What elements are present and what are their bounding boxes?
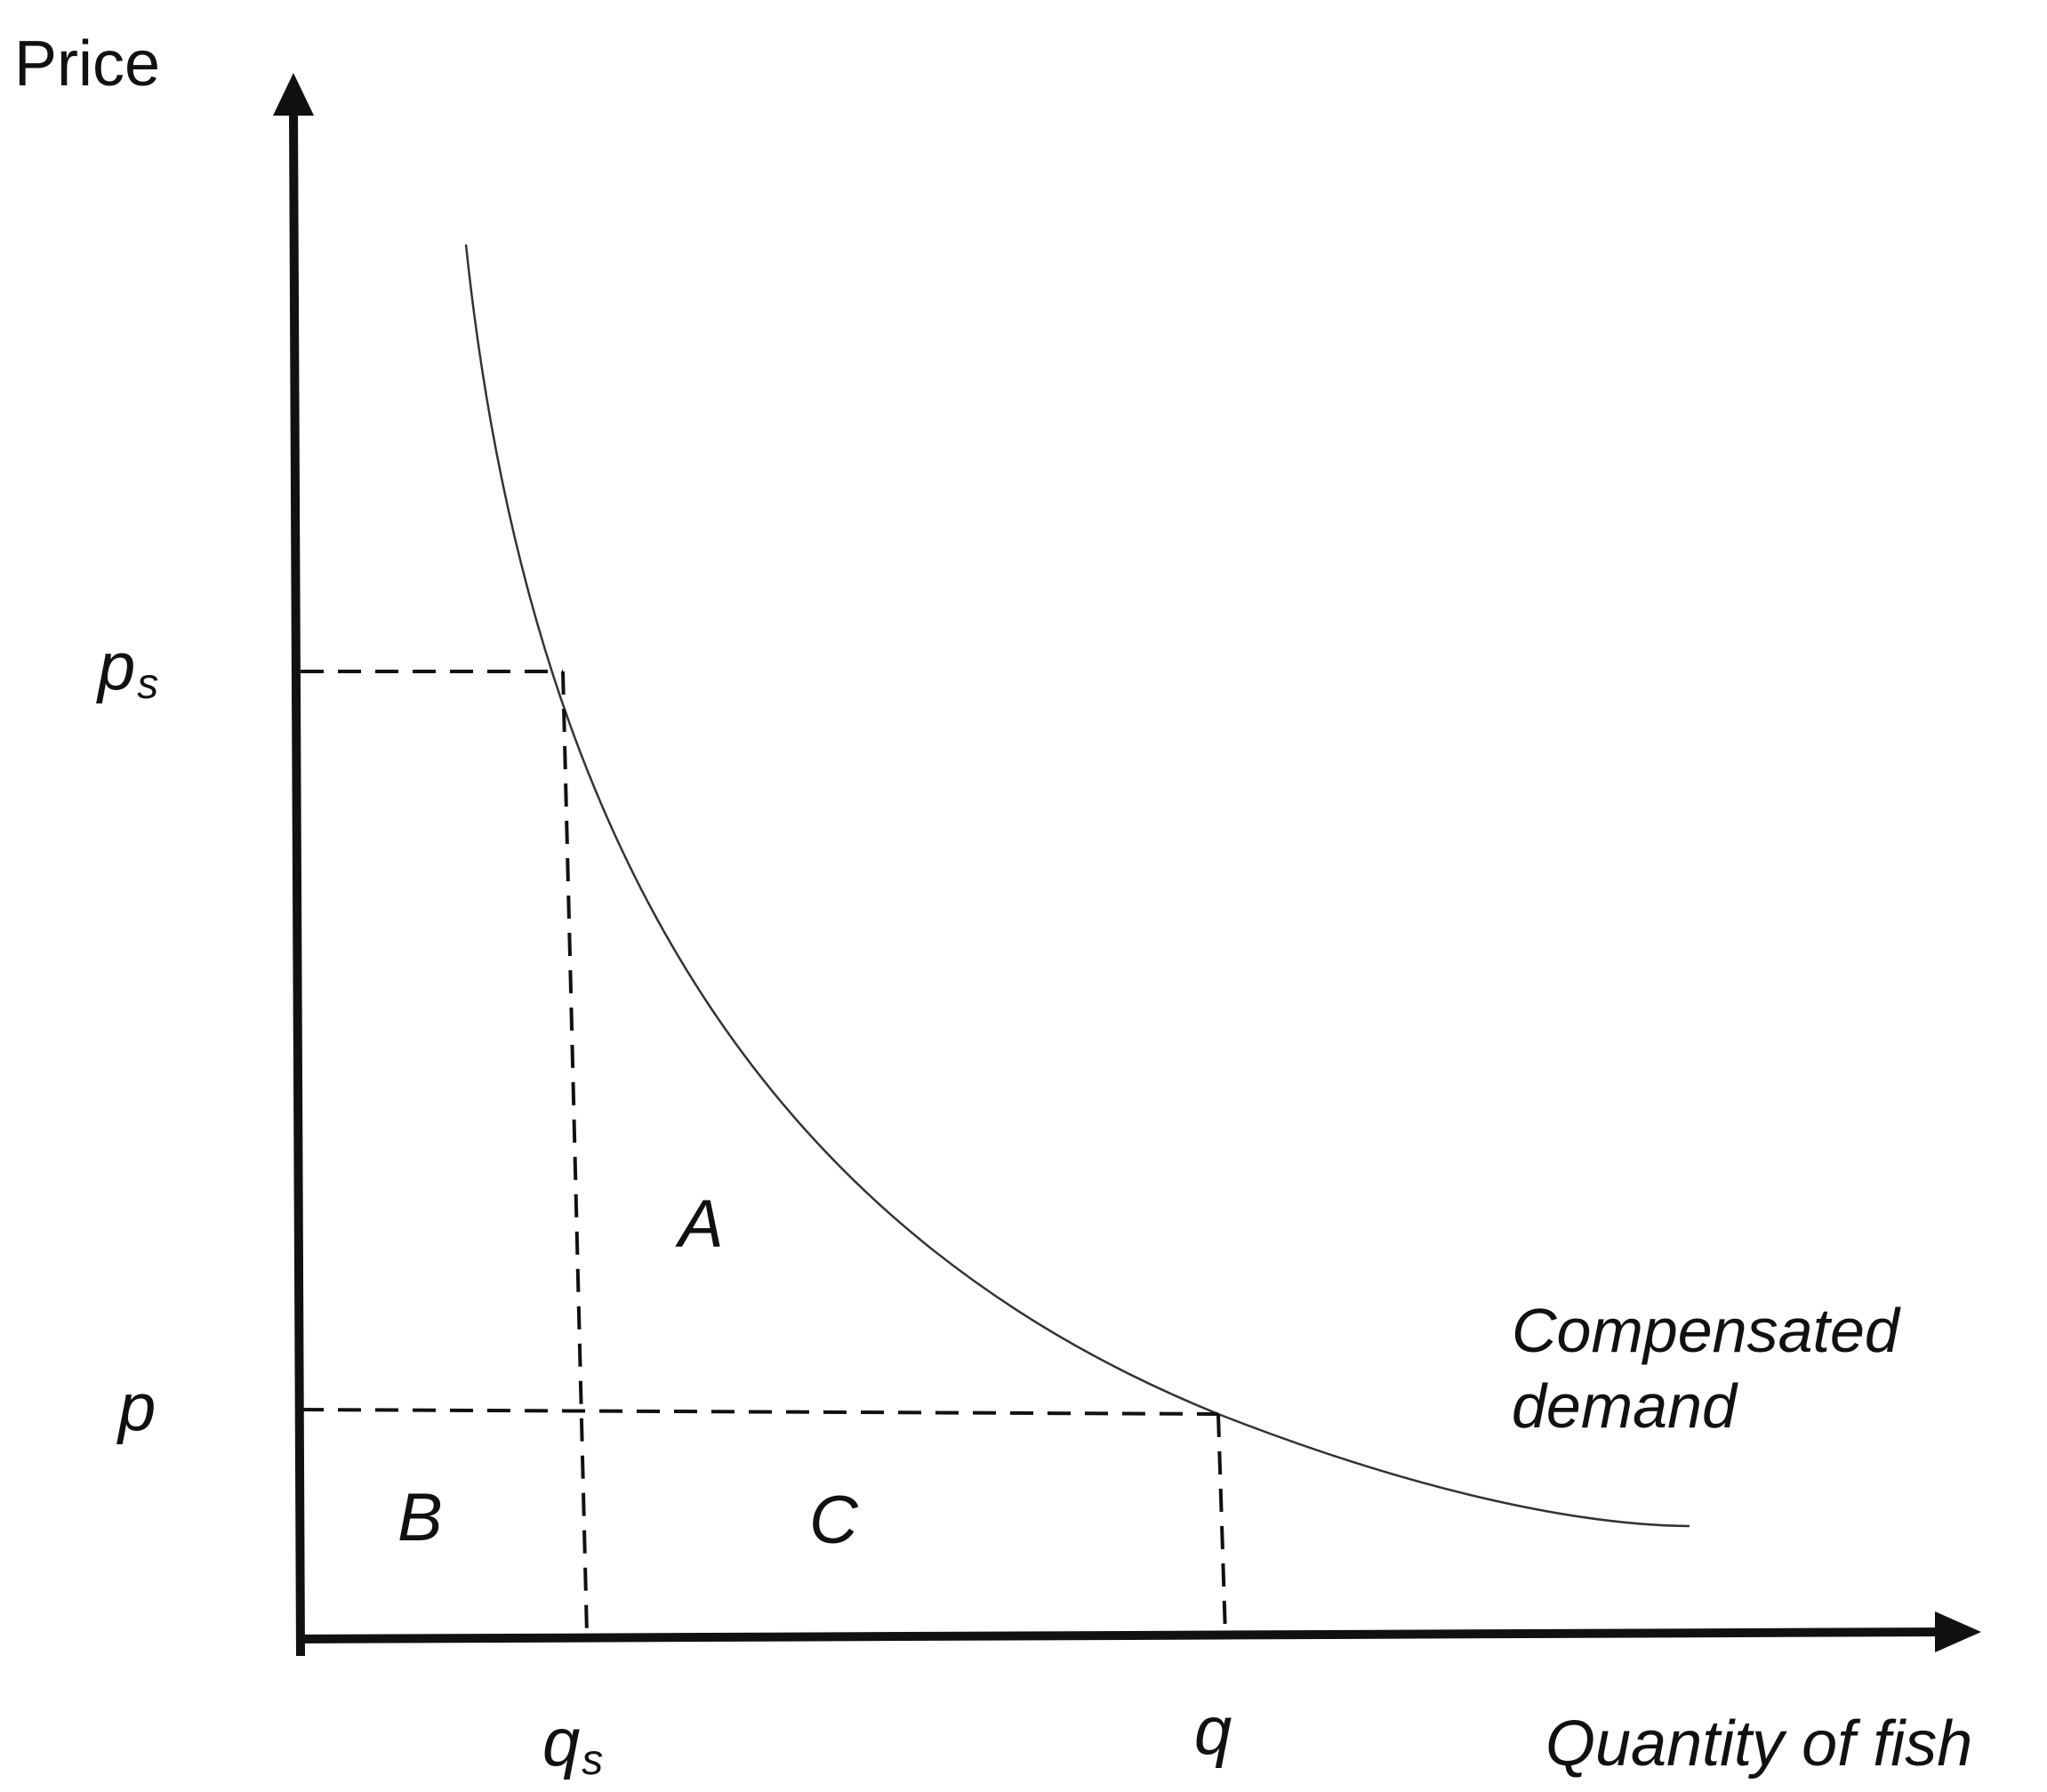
qs-vertical-dash: [561, 671, 589, 1635]
curve-label-line2: demand: [1512, 1371, 1738, 1441]
curve-label: Compensated demand: [1512, 1296, 1916, 1441]
area-label-a: A: [675, 1186, 724, 1262]
tick-label-qs-base: q: [542, 1705, 580, 1780]
tick-label-ps-sub: s: [137, 661, 158, 708]
tick-label-qs-sub: s: [582, 1737, 603, 1784]
x-axis: [295, 1627, 1944, 1643]
x-axis-label: Quantity of fish: [1545, 1708, 1972, 1780]
tick-label-ps: ps: [96, 629, 158, 708]
guide-lines: [300, 670, 1227, 1635]
curve-label-line1: Compensated: [1512, 1296, 1901, 1365]
y-axis-label: Price: [14, 28, 160, 100]
q-vertical-dash: [1216, 1413, 1227, 1635]
tick-label-ps-base: p: [96, 629, 135, 704]
p-horizontal-dash: [300, 1408, 1219, 1416]
axes: [273, 73, 1981, 1657]
tick-label-p: p: [116, 1370, 156, 1445]
y-axis-arrowhead: [273, 73, 314, 116]
tick-label-q: q: [1194, 1693, 1232, 1769]
x-axis-arrowhead: [1935, 1611, 1981, 1652]
compensated-demand-curve: [464, 244, 1690, 1528]
tick-label-qs: qs: [542, 1705, 603, 1784]
y-axis: [289, 110, 305, 1657]
area-label-c: C: [809, 1483, 859, 1558]
area-label-b: B: [397, 1480, 443, 1555]
